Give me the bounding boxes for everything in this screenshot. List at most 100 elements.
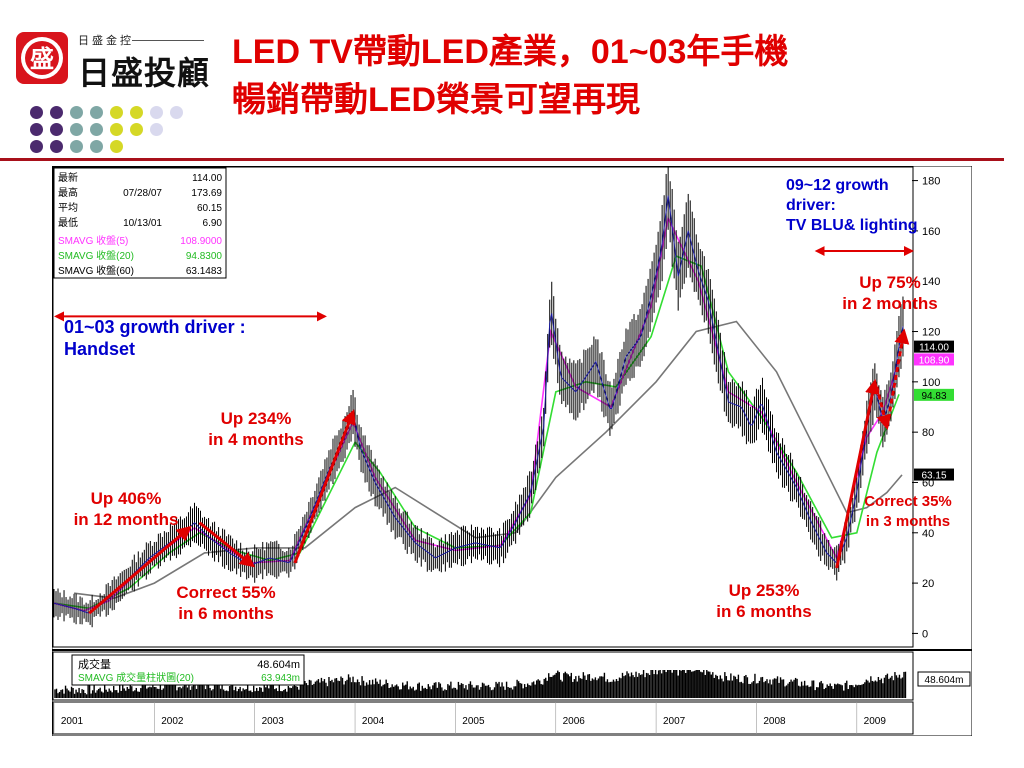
decorative-dot — [90, 106, 103, 119]
decorative-dot — [70, 140, 83, 153]
decorative-dot — [110, 106, 123, 119]
info-row: SMAVG 收盤(5) 108.9000 — [58, 234, 222, 247]
info-value: 114.00 — [192, 173, 222, 184]
page-title: LED TV帶動LED產業，01~03年手機 暢銷帶動LED榮景可望再現 — [232, 28, 788, 124]
handset-label-line: Handset — [64, 339, 136, 359]
decorative-dot — [30, 140, 43, 153]
x-tick-label: 2008 — [763, 716, 786, 727]
info-value: 60.15 — [197, 203, 222, 214]
close-series-line — [53, 195, 904, 614]
price-tag-label: 63.15 — [921, 471, 946, 482]
price-tag — [914, 388, 954, 401]
y-tick-label: 140 — [922, 276, 940, 288]
handset-driver-label: 01~03 growth driver : Handset — [64, 316, 246, 360]
up-75-label: Up 75% in 2 months — [820, 272, 960, 314]
y-tick-label: 100 — [922, 377, 940, 389]
info-row: 平均 60.15 — [58, 202, 222, 214]
tv-driver-label: 09~12 growth driver: TV BLU& lighting — [786, 176, 918, 236]
volume-ma-label: SMAVG 成交量柱狀圖(20) — [78, 671, 194, 684]
ann-line: Up 253% — [728, 581, 800, 600]
info-value: 173.69 — [191, 188, 222, 199]
info-label: SMAVG 收盤(5) — [58, 234, 128, 247]
volume-latest: 48.604m — [257, 659, 300, 671]
price-tag — [914, 340, 954, 353]
up-234-label: Up 234% in 4 months — [186, 408, 326, 450]
trend-arrow — [835, 378, 880, 569]
decorative-dot — [130, 106, 143, 119]
info-label: SMAVG 收盤(60) — [58, 264, 134, 277]
info-box — [53, 167, 227, 279]
info-row: 最高 07/28/07 173.69 — [58, 186, 222, 199]
price-tag — [914, 353, 954, 366]
up-253-label: Up 253% in 6 months — [694, 580, 834, 622]
logo-seal-icon: 盛 — [16, 32, 68, 84]
price-tag-label: 108.90 — [919, 355, 950, 366]
price-series — [53, 166, 904, 628]
x-tick-label: 2009 — [864, 716, 887, 727]
decorative-dot — [30, 106, 43, 119]
info-value: 6.90 — [203, 218, 223, 229]
decorative-dot — [130, 123, 143, 136]
x-tick-label: 2003 — [262, 716, 285, 727]
ann-line: Correct 35% — [864, 493, 952, 510]
ann-line: in 12 months — [73, 510, 179, 529]
tv-label-line: driver: — [786, 197, 836, 214]
volume-label: 成交量 — [78, 657, 111, 671]
price-tag — [914, 468, 954, 481]
price-tag-label: 94.83 — [921, 391, 946, 402]
x-tick-label: 2007 — [663, 716, 686, 727]
ann-line: in 2 months — [842, 294, 938, 313]
decorative-dot — [30, 123, 43, 136]
decorative-dot — [170, 106, 183, 119]
trend-arrow — [88, 525, 192, 615]
trend-arrow — [293, 409, 356, 564]
date-axis-area — [52, 701, 914, 735]
decorative-dot — [90, 140, 103, 153]
y-tick-label: 160 — [922, 226, 940, 238]
ann-line: in 3 months — [865, 513, 951, 530]
info-label: 最高 — [58, 186, 78, 199]
handset-label-line: 01~03 growth driver : — [64, 317, 246, 337]
info-value: 63.1483 — [186, 266, 223, 277]
decorative-dot — [50, 123, 63, 136]
decorative-dot — [110, 123, 123, 136]
logo: 盛 日盛金控 日盛投顧 — [14, 28, 209, 98]
correct-35-label: Correct 35% in 3 months — [846, 492, 970, 532]
volume-right-tag — [917, 671, 971, 687]
y-tick-label: 20 — [922, 578, 934, 590]
x-tick-label: 2006 — [563, 716, 586, 727]
svg-text:盛: 盛 — [30, 45, 54, 73]
up-406-label: Up 406% in 12 months — [60, 488, 192, 530]
y-tick-label: 80 — [922, 427, 934, 439]
trend-arrow — [875, 386, 892, 431]
tv-label-line: 09~12 growth — [786, 177, 889, 194]
decorative-dot — [50, 106, 63, 119]
x-tick-label: 2005 — [462, 716, 485, 727]
decorative-dot — [70, 106, 83, 119]
logo-divider — [132, 40, 204, 41]
ann-line: Correct 55% — [176, 583, 276, 602]
x-tick-label: 2002 — [161, 716, 184, 727]
title-line-1: LED TV帶動LED產業，01~03年手機 — [232, 33, 789, 71]
ann-line: Up 406% — [90, 489, 162, 508]
title-rule — [0, 158, 1004, 161]
logo-name: 日盛投顧 — [78, 55, 211, 91]
volume-legend — [71, 654, 305, 686]
info-row: SMAVG 收盤(60) 63.1483 — [58, 264, 222, 277]
ann-line: Up 75% — [859, 273, 921, 292]
ann-line: in 6 months — [716, 602, 812, 621]
decorative-dot — [150, 123, 163, 136]
trend-arrow — [885, 328, 910, 428]
y-tick-label: 120 — [922, 327, 940, 339]
ann-line: Up 234% — [220, 409, 292, 428]
info-row: SMAVG 收盤(20) 94.8300 — [58, 249, 222, 262]
info-value: 94.8300 — [186, 251, 223, 262]
trend-arrows — [54, 246, 914, 615]
info-row: 最新 114.00 — [58, 171, 222, 184]
ann-line: in 6 months — [178, 604, 274, 623]
price-tag-label: 114.00 — [919, 343, 949, 354]
x-tick-label: 2004 — [362, 716, 385, 727]
x-tick-label: 2001 — [61, 716, 84, 727]
